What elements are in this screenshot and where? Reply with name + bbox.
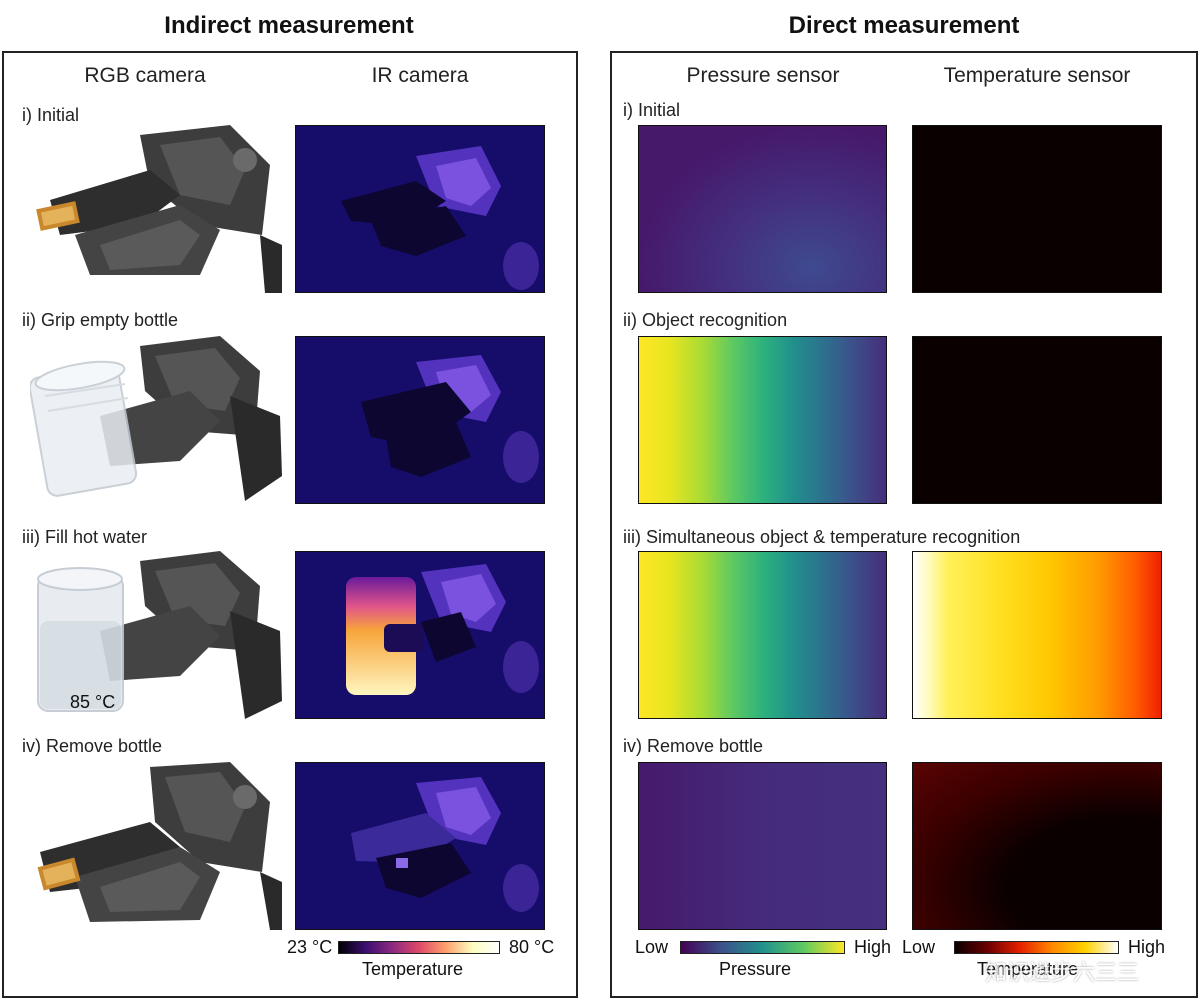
temperature-colorbar-low-label: Low — [902, 937, 936, 957]
rgb-photo-initial — [30, 125, 282, 293]
temperature-sensor-header: Temperature sensor — [943, 64, 1131, 87]
direct-step-4: iv) Remove bottle — [623, 736, 764, 756]
pressure-map-simultaneous — [638, 551, 887, 719]
rgb-photo-grip-empty-bottle — [30, 336, 282, 504]
temperature-colorbar-title: Temperature — [977, 959, 1079, 979]
indirect-panel — [2, 51, 578, 998]
bottle-temperature-label: 85 °C — [70, 692, 116, 712]
pressure-map-object-recognition — [638, 336, 887, 504]
direct-step-3: iii) Simultaneous object & temperature r… — [623, 527, 1021, 547]
ir-colorbar-max-label: 80 °C — [509, 937, 555, 957]
ir-image-fill-hot-water — [295, 551, 545, 719]
watermark: 知识进步六三三 — [985, 960, 1140, 985]
rgb-photo-fill-hot-water — [30, 551, 282, 719]
ir-colorbar-title: Temperature — [362, 959, 464, 979]
ir-camera-header: IR camera — [371, 64, 469, 87]
indirect-step-3: iii) Fill hot water — [22, 527, 148, 547]
temperature-map-object-recognition — [912, 336, 1162, 504]
indirect-step-2: ii) Grip empty bottle — [22, 310, 179, 330]
rgb-photo-remove-bottle — [30, 762, 282, 930]
direct-panel — [610, 51, 1198, 998]
indirect-title: Indirect measurement — [164, 12, 414, 39]
direct-step-2: ii) Object recognition — [623, 310, 788, 330]
temperature-map-remove-bottle — [912, 762, 1162, 930]
pressure-colorbar-high-label: High — [854, 937, 892, 957]
pressure-colorbar — [680, 941, 845, 954]
direct-title: Direct measurement — [788, 12, 1020, 39]
pressure-map-initial — [638, 125, 887, 293]
ir-image-remove-bottle — [295, 762, 545, 930]
ir-colorbar-min-label: 23 °C — [287, 937, 333, 957]
direct-step-1: i) Initial — [623, 100, 681, 120]
pressure-sensor-header: Pressure sensor — [686, 64, 840, 87]
indirect-step-4: iv) Remove bottle — [22, 736, 163, 756]
ir-colorbar — [338, 941, 500, 954]
ir-image-grip-empty-bottle — [295, 336, 545, 504]
ir-image-initial — [295, 125, 545, 293]
pressure-map-remove-bottle — [638, 762, 887, 930]
temperature-colorbar-high-label: High — [1128, 937, 1166, 957]
temperature-map-simultaneous — [912, 551, 1162, 719]
rgb-camera-header: RGB camera — [84, 64, 206, 87]
temperature-colorbar — [954, 941, 1119, 954]
pressure-colorbar-low-label: Low — [635, 937, 669, 957]
indirect-step-1: i) Initial — [22, 105, 80, 125]
pressure-colorbar-title: Pressure — [719, 959, 792, 979]
temperature-map-initial — [912, 125, 1162, 293]
